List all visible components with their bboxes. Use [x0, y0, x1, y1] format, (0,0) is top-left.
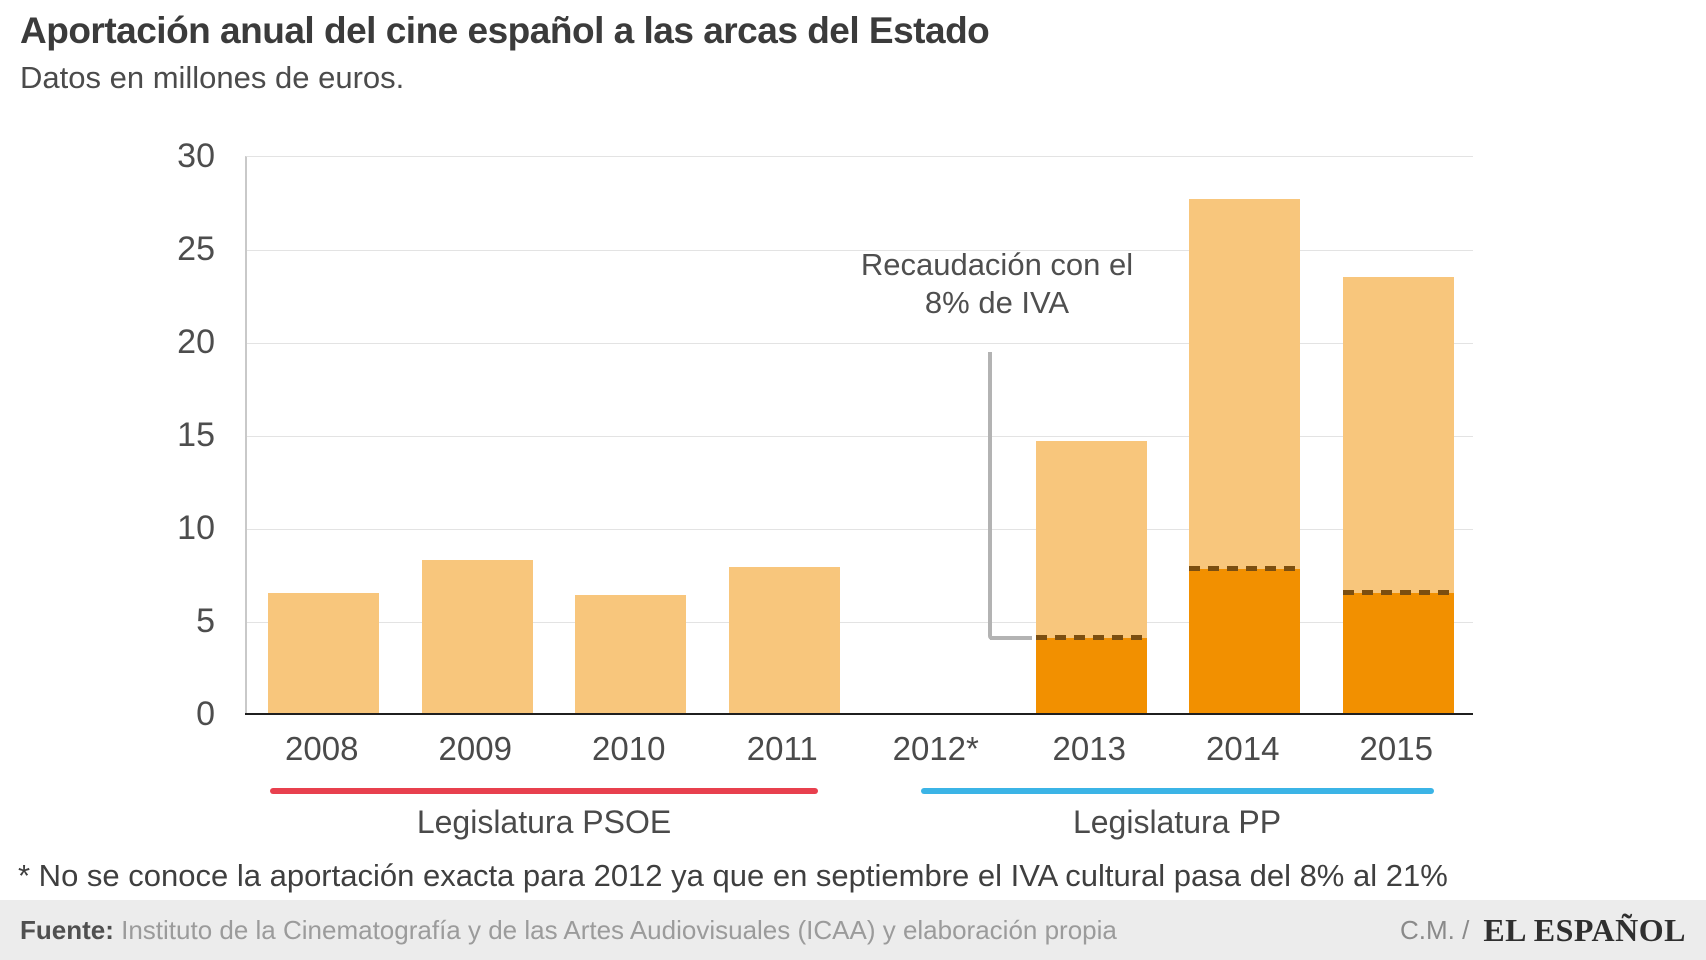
page-title: Aportación anual del cine español a las …	[20, 10, 990, 51]
gridline-5	[247, 622, 1473, 623]
pp-group-label: Legislatura PP	[1072, 804, 1282, 840]
x-tick-label-2011: 2011	[746, 730, 818, 767]
y-tick-label-10: 10	[177, 509, 215, 547]
iva8-dashed-line-2014	[1189, 565, 1301, 571]
psoe-group-label: Legislatura PSOE	[416, 804, 672, 840]
bar-total-2008	[268, 593, 380, 714]
bar-total-2011	[728, 567, 840, 714]
author-credit: C.M. /	[1399, 914, 1470, 945]
page-subtitle: Datos en millones de euros.	[20, 60, 405, 95]
gridline-20	[247, 343, 1473, 344]
bar-iva8-2013	[1035, 637, 1147, 714]
footnote: * No se conoce la aportación exacta para…	[18, 858, 1448, 893]
bar-total-2009	[421, 559, 533, 714]
chart-plot-area	[245, 156, 1473, 714]
footer-bar: Fuente: Instituto de la Cinematografía y…	[0, 900, 1706, 960]
x-tick-label-2008: 2008	[285, 730, 359, 767]
y-tick-label-5: 5	[196, 602, 215, 640]
x-tick-label-2014: 2014	[1206, 730, 1280, 767]
y-tick-label-20: 20	[177, 323, 215, 361]
annotation-bracket-vertical	[988, 352, 992, 640]
y-tick-label-0: 0	[196, 695, 215, 733]
gridline-15	[247, 436, 1473, 437]
x-axis-line	[245, 713, 1473, 715]
gridline-25	[247, 250, 1473, 251]
annotation-iva: Recaudación con el 8% de IVA	[797, 246, 1197, 322]
pp-underline	[921, 788, 1434, 794]
x-tick-label-2013: 2013	[1052, 730, 1126, 767]
gridline-10	[247, 529, 1473, 530]
source-label: Fuente:	[20, 914, 114, 945]
credit-wrap: C.M. / EL ESPAÑOL	[1400, 912, 1686, 949]
x-tick-label-2015: 2015	[1359, 730, 1433, 767]
annotation-bracket-horizontal	[990, 636, 1032, 640]
iva8-dashed-line-2013	[1035, 634, 1147, 640]
annotation-line-2: 8% de IVA	[924, 285, 1070, 320]
iva8-dashed-line-2015	[1342, 590, 1454, 596]
y-tick-label-15: 15	[177, 416, 215, 454]
psoe-underline	[270, 788, 818, 794]
x-tick-label-2009: 2009	[438, 730, 512, 767]
brand-logo: EL ESPAÑOL	[1483, 911, 1686, 948]
y-tick-label-30: 30	[177, 137, 215, 175]
x-tick-label-2012*: 2012*	[892, 730, 979, 767]
source-text: Fuente: Instituto de la Cinematografía y…	[20, 915, 1117, 946]
x-tick-label-2010: 2010	[592, 730, 666, 767]
source-value: Instituto de la Cinematografía y de las …	[113, 914, 1117, 945]
bar-iva8-2015	[1342, 593, 1454, 714]
bar-total-2010	[575, 594, 687, 714]
y-tick-label-25: 25	[177, 230, 215, 268]
annotation-line-1: Recaudación con el	[860, 247, 1134, 282]
bar-iva8-2014	[1189, 568, 1301, 714]
